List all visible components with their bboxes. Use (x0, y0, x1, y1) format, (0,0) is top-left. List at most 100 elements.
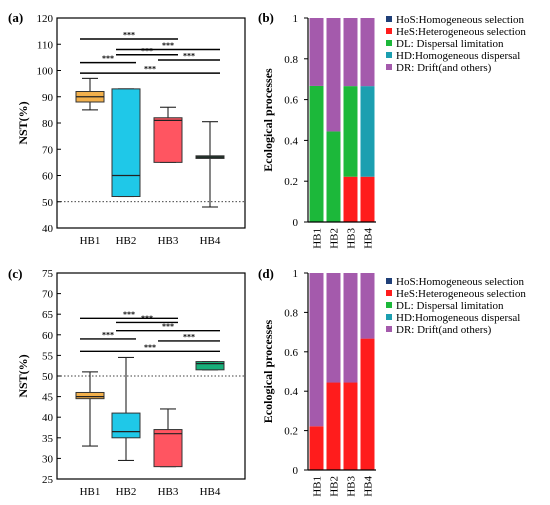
box-hb2 (111, 88, 141, 197)
box-hb3 (153, 429, 183, 468)
x-tick-label-c: HB2 (116, 486, 137, 498)
significance-label: *** (123, 310, 135, 319)
legend-swatch-b (386, 64, 392, 70)
significance-label: *** (102, 330, 114, 339)
y-axis-label-c: NST(%) (16, 354, 30, 397)
bar-segment-hb4 (360, 86, 375, 177)
legend-swatch-b (386, 40, 392, 46)
y-tick-label-c: 40 (42, 412, 54, 424)
box-hb4 (195, 361, 225, 371)
y-axis-label-a: NST(%) (16, 101, 30, 144)
y-tick-label-c: 55 (42, 350, 54, 362)
panel-label-c: (c) (8, 266, 22, 281)
y-axis-label-d: Ecological processes (261, 319, 275, 423)
significance-label: *** (144, 65, 156, 74)
panel-label-a: (a) (8, 10, 23, 25)
x-tick-label-a: HB1 (80, 235, 101, 247)
bar-segment-hb3 (343, 18, 358, 87)
y-tick-label-c: 50 (42, 371, 54, 383)
y-tick-label-d: 0.8 (284, 307, 298, 319)
y-tick-label-a: 110 (37, 39, 54, 51)
box-hb3 (153, 117, 183, 163)
x-tick-label-c: HB1 (80, 486, 101, 498)
x-tick-label-b: HB3 (346, 228, 358, 249)
legend-label-b: DR: Drift(and others) (396, 62, 492, 74)
bar-segment-hb4 (360, 176, 375, 222)
y-tick-label-b: 0.8 (284, 54, 298, 66)
significance-label: *** (123, 31, 135, 40)
legend-swatch-d (386, 314, 392, 320)
legend-label-d: HoS:Homogeneous selection (396, 276, 525, 288)
panel-label-b: (b) (258, 10, 274, 25)
y-tick-label-d: 0.2 (284, 426, 298, 438)
y-tick-label-a: 70 (42, 144, 54, 156)
significance-label: *** (141, 46, 153, 55)
y-tick-label-c: 30 (42, 453, 54, 465)
legend-swatch-d (386, 326, 392, 332)
bar-segment-hb1 (309, 85, 324, 222)
y-tick-label-b: 0.2 (284, 176, 298, 188)
bar-segment-hb1 (309, 426, 324, 470)
bar-segment-hb4 (360, 273, 375, 339)
y-axis-label-b: Ecological processes (261, 68, 275, 172)
legend-label-d: HD:Homogeneous dispersal (396, 312, 520, 324)
significance-label: *** (162, 41, 174, 50)
x-tick-label-c: HB4 (200, 486, 221, 498)
legend-label-d: DR: Drift(and others) (396, 324, 492, 336)
significance-label: *** (102, 54, 114, 63)
box-hb1 (75, 391, 105, 400)
legend-swatch-d (386, 278, 392, 284)
x-tick-label-d: HB3 (346, 476, 358, 497)
bar-segment-hb2 (326, 131, 341, 222)
significance-label: *** (141, 314, 153, 323)
legend-swatch-b (386, 28, 392, 34)
x-tick-label-b: HB4 (363, 228, 375, 249)
legend-label-b: HoS:Homogeneous selection (396, 14, 525, 26)
y-tick-label-d: 0.4 (284, 386, 298, 398)
bar-segment-hb2 (326, 18, 341, 132)
significance-label: *** (144, 343, 156, 352)
x-tick-label-b: HB1 (312, 228, 324, 249)
legend-label-b: HeS:Heterogeneous selection (396, 26, 526, 38)
bar-segment-hb3 (343, 176, 358, 222)
bar-segment-hb3 (343, 382, 358, 470)
y-tick-label-a: 90 (42, 92, 54, 104)
x-tick-label-d: HB1 (312, 476, 324, 497)
bar-segment-hb4 (360, 338, 375, 470)
y-tick-label-b: 0 (293, 217, 299, 229)
box-hb2 (111, 412, 141, 439)
x-tick-label-b: HB2 (329, 228, 341, 249)
significance-label: *** (162, 322, 174, 331)
y-tick-label-c: 70 (42, 289, 54, 301)
y-tick-label-d: 1 (293, 268, 299, 280)
y-tick-label-a: 80 (42, 118, 54, 130)
y-tick-label-b: 1 (293, 13, 299, 25)
legend-label-d: HeS:Heterogeneous selection (396, 288, 526, 300)
bar-segment-hb4 (360, 18, 375, 87)
x-tick-label-c: HB3 (158, 486, 179, 498)
x-tick-label-a: HB3 (158, 235, 179, 247)
y-tick-label-a: 40 (42, 223, 54, 235)
panel-label-d: (d) (258, 266, 274, 281)
y-tick-label-c: 25 (42, 474, 54, 486)
legend-label-b: DL: Dispersal limitation (396, 38, 504, 50)
bar-segment-hb1 (309, 18, 324, 86)
y-tick-label-c: 65 (42, 309, 54, 321)
y-tick-label-b: 0.6 (284, 95, 298, 107)
legend-swatch-d (386, 290, 392, 296)
y-tick-label-d: 0.6 (284, 347, 298, 359)
x-tick-label-d: HB2 (329, 476, 341, 497)
bar-segment-hb2 (326, 382, 341, 470)
y-tick-label-d: 0 (293, 465, 299, 477)
bar-segment-hb2 (326, 273, 341, 383)
y-tick-label-b: 0.4 (284, 135, 298, 147)
y-tick-label-a: 60 (42, 171, 54, 183)
significance-label: *** (183, 52, 195, 61)
legend-label-b: HD:Homogeneous dispersal (396, 50, 520, 62)
y-tick-label-a: 120 (37, 13, 54, 25)
y-tick-label-c: 35 (42, 433, 54, 445)
x-tick-label-d: HB4 (363, 476, 375, 497)
bar-segment-hb1 (309, 273, 324, 427)
y-tick-label-a: 100 (37, 66, 54, 78)
legend-swatch-b (386, 52, 392, 58)
